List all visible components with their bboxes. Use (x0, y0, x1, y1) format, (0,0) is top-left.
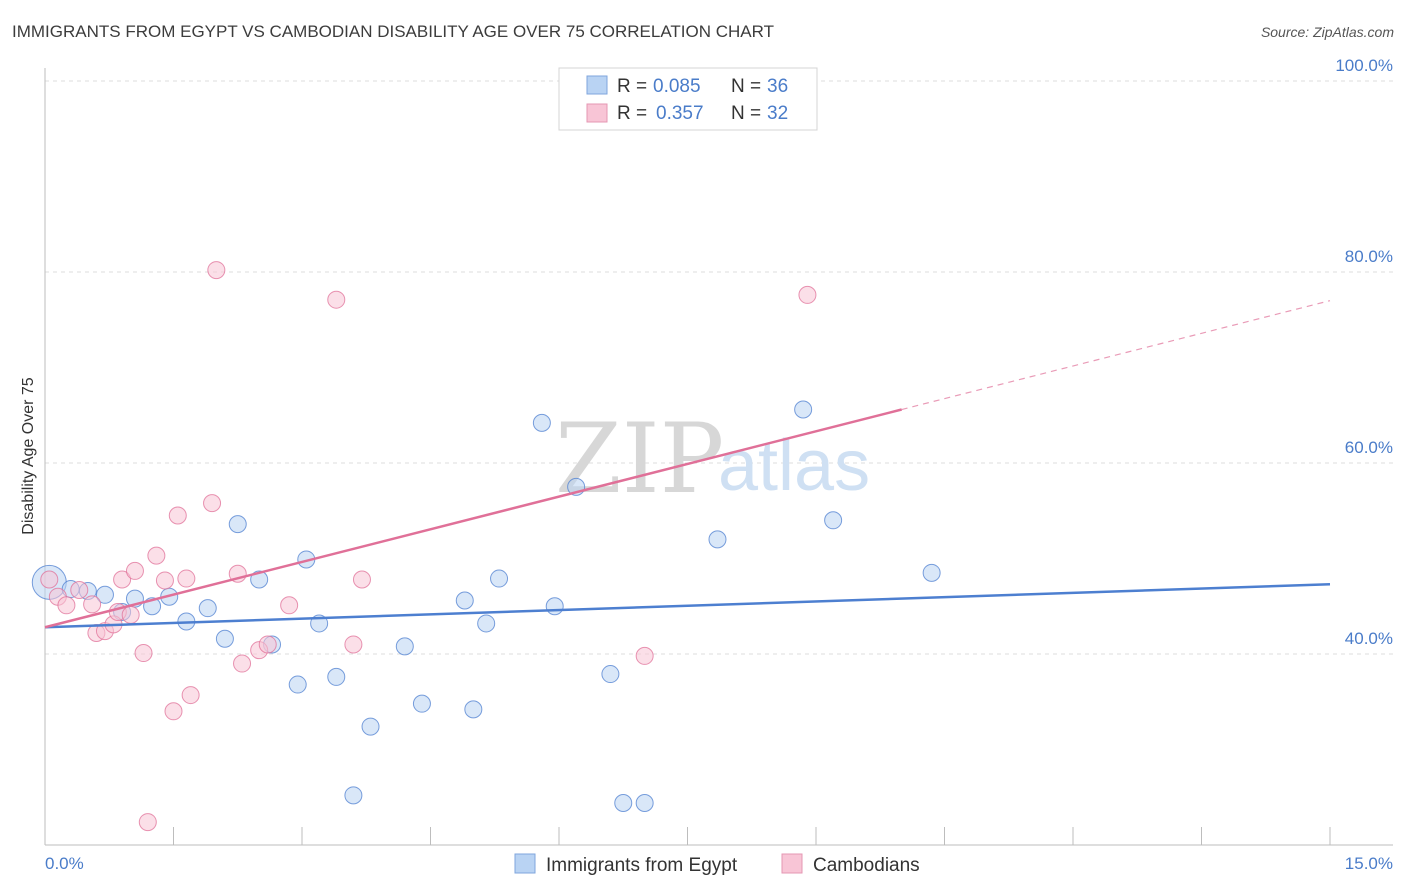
legend-swatch-blue (586, 75, 608, 95)
trend-layer (44, 300, 1331, 629)
point-egypt (824, 511, 843, 530)
point-cambodians (181, 686, 200, 705)
legend-swatch-pink (586, 103, 608, 123)
point-cambodians (327, 290, 346, 309)
x-tick-label-max: 15.0% (1345, 854, 1393, 873)
point-cambodians (138, 813, 157, 832)
legend-series-label-cambodians: Cambodians (813, 855, 920, 876)
point-egypt (228, 515, 247, 534)
point-cambodians (798, 285, 817, 304)
point-cambodians (258, 635, 277, 654)
point-cambodians (233, 654, 252, 673)
trendline-cambodians-extension (901, 300, 1331, 411)
legend-r-value-1: 0.085 (653, 76, 701, 97)
point-egypt (794, 400, 813, 419)
point-egypt (198, 599, 217, 618)
watermark-zip: ZIP (555, 403, 724, 515)
chart-source: Source: ZipAtlas.com (1260, 24, 1394, 40)
point-cambodians (280, 596, 299, 615)
points-layer (31, 261, 941, 832)
point-cambodians (352, 570, 371, 589)
point-cambodians (113, 570, 132, 589)
point-egypt (545, 597, 564, 616)
legend-series-swatch-egypt (514, 853, 536, 874)
point-egypt (635, 793, 654, 812)
point-cambodians (155, 571, 174, 590)
legend-series-swatch-cambodians (781, 853, 803, 874)
x-tick-label-min: 0.0% (45, 854, 84, 873)
axis-layer (44, 68, 1393, 846)
point-egypt (361, 717, 380, 736)
y-tick-label: 80.0% (1345, 247, 1393, 266)
point-egypt (395, 637, 414, 656)
point-egypt (327, 667, 346, 686)
point-egypt (455, 591, 474, 610)
point-cambodians (168, 506, 187, 525)
point-cambodians (125, 561, 144, 580)
point-egypt (215, 629, 234, 648)
legend-n-value-2: 32 (767, 103, 788, 124)
y-tick-label: 100.0% (1335, 56, 1393, 75)
point-cambodians (147, 546, 166, 565)
point-egypt (532, 413, 551, 432)
point-egypt (412, 694, 431, 713)
point-cambodians (70, 581, 89, 600)
y-axis-title: Disability Age Over 75 (20, 377, 37, 535)
zipatlas-watermark: ZIP atlas (555, 403, 870, 515)
trendline-egypt (44, 583, 1331, 629)
point-cambodians (57, 596, 76, 615)
legend-r-value-2: 0.357 (656, 103, 704, 124)
point-egypt (614, 793, 633, 812)
point-egypt (477, 614, 496, 633)
point-egypt (708, 530, 727, 549)
watermark-atlas: atlas (718, 426, 870, 506)
legend-n-label-2: N = (731, 103, 761, 124)
point-cambodians (177, 569, 196, 588)
legend-r-label-1: R = (617, 76, 647, 97)
chart-title: IMMIGRANTS FROM EGYPT VS CAMBODIAN DISAB… (12, 22, 774, 41)
legend-n-label-1: N = (731, 76, 761, 97)
point-egypt (490, 569, 509, 588)
point-cambodians (121, 605, 140, 624)
y-tick-label: 40.0% (1345, 629, 1393, 648)
point-cambodians (203, 494, 222, 513)
y-tick-label: 60.0% (1345, 438, 1393, 457)
legend-series: Immigrants from Egypt Cambodians (514, 853, 920, 876)
point-cambodians (207, 261, 226, 280)
legend-correlation: R = 0.085 N = 36 R = 0.357 N = 32 (558, 67, 818, 131)
point-egypt (922, 563, 941, 582)
grid-layer (45, 80, 1393, 655)
point-egypt (344, 786, 363, 805)
point-egypt (250, 570, 269, 589)
point-egypt (95, 585, 114, 604)
legend-series-label-egypt: Immigrants from Egypt (546, 855, 738, 876)
point-egypt (464, 700, 483, 719)
legend-n-value-1: 36 (767, 76, 788, 97)
point-cambodians (40, 570, 59, 589)
point-cambodians (344, 635, 363, 654)
point-cambodians (635, 646, 654, 665)
point-egypt (601, 665, 620, 684)
trendline-cambodians (44, 408, 902, 629)
legend-r-label-2: R = (617, 103, 647, 124)
point-cambodians (164, 702, 183, 721)
point-egypt (288, 675, 307, 694)
point-cambodians (83, 595, 102, 614)
tick-label-layer: 40.0% 60.0% 80.0% 100.0% 0.0% 15.0% (45, 56, 1393, 873)
point-cambodians (134, 644, 153, 663)
